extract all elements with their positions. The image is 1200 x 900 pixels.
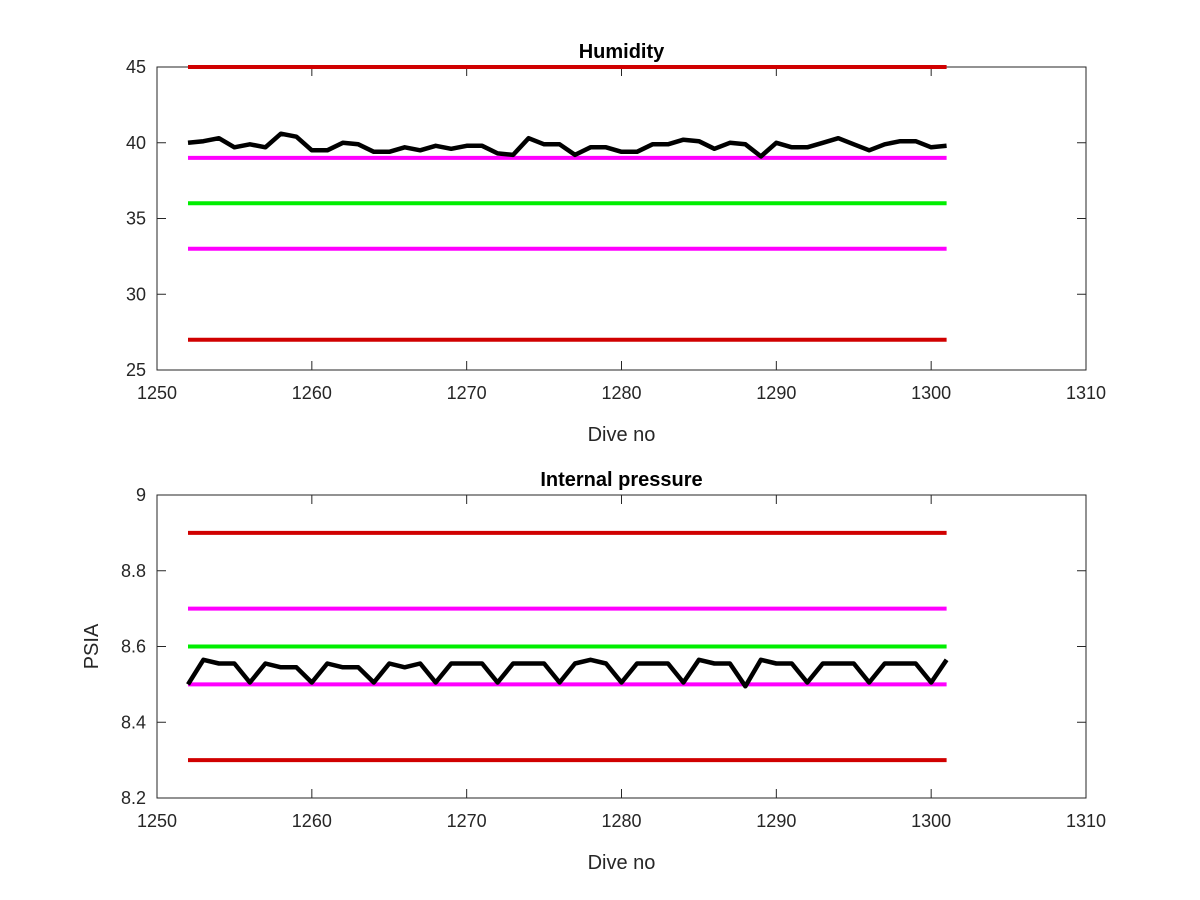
humidity-y-tick-label: 45 (126, 57, 146, 77)
internal-pressure-y-tick-label: 8.8 (121, 561, 146, 581)
humidity-y-tick-label: 40 (126, 133, 146, 153)
humidity-data-line (187, 131, 947, 159)
internal-pressure-y-tick-label: 8.6 (121, 637, 146, 657)
humidity-x-tick-label: 1310 (1066, 383, 1106, 403)
internal-pressure-chart-title: Internal pressure (540, 469, 702, 491)
humidity-plot-area (156, 66, 1087, 371)
humidity-y-tick-label: 35 (126, 209, 146, 229)
humidity-axes: 1250 1260 1270 1280 1290 1300 1310 25 30 35 40 45 Hu… (126, 41, 1106, 446)
internal-pressure-x-tick-label: 1250 (137, 811, 177, 831)
humidity-x-axis-label: Dive no (588, 424, 656, 446)
internal-pressure-y-tick-label: 8.2 (121, 788, 146, 808)
internal-pressure-y-tick-label: 8.4 (121, 712, 146, 732)
internal-pressure-x-tick-label: 1270 (447, 811, 487, 831)
internal-pressure-x-tick-label: 1300 (911, 811, 951, 831)
humidity-y-tick-label: 30 (126, 284, 146, 304)
humidity-x-tick-label: 1280 (601, 383, 641, 403)
humidity-x-tick-label: 1300 (911, 383, 951, 403)
internal-pressure-x-tick-label: 1280 (601, 811, 641, 831)
internal-pressure-y-tick-label: 9 (136, 485, 146, 505)
humidity-x-tick-label: 1270 (447, 383, 487, 403)
humidity-x-tick-label: 1260 (292, 383, 332, 403)
humidity-chart-title: Humidity (579, 41, 665, 63)
internal-pressure-x-axis-label: Dive no (588, 852, 656, 874)
internal-pressure-x-tick-label: 1260 (292, 811, 332, 831)
internal-pressure-x-tick-label: 1290 (756, 811, 796, 831)
internal-pressure-axes: 1250 1260 1270 1280 1290 1300 1310 8.2 8.4 8.6 8.8… (81, 469, 1106, 874)
humidity-x-tick-label: 1250 (137, 383, 177, 403)
internal-pressure-y-axis-label: PSIA (81, 623, 103, 669)
internal-pressure-x-tick-label: 1310 (1066, 811, 1106, 831)
internal-pressure-data-line (186, 657, 949, 689)
humidity-x-tick-label: 1290 (756, 383, 796, 403)
humidity-y-tick-label: 25 (126, 360, 146, 380)
